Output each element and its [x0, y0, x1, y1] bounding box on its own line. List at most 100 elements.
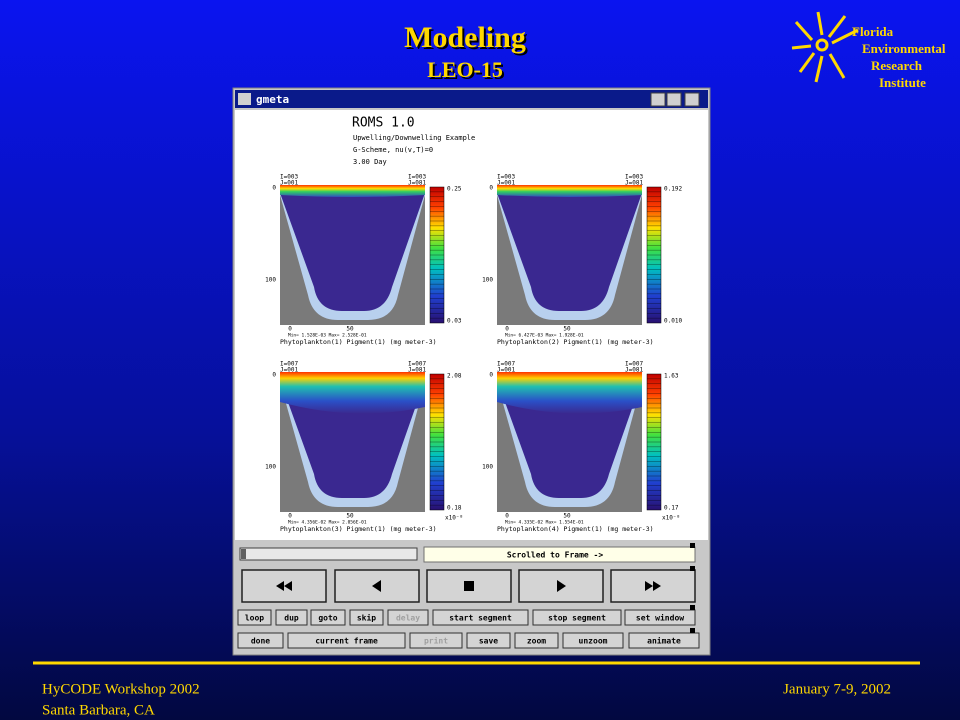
y-tick-label: 0: [272, 185, 276, 192]
plot-header-line: 3.00 Day: [353, 158, 387, 166]
control-button[interactable]: [310, 609, 346, 626]
corner-label: J=081: [625, 180, 643, 187]
control-label: zoom: [527, 637, 546, 646]
corner-label: I=007: [408, 361, 426, 368]
media-icon: [276, 581, 292, 591]
control-button[interactable]: [514, 632, 559, 649]
colorbar-label: 0.192: [664, 186, 682, 193]
corner-label: J=081: [625, 367, 643, 374]
colorbar-label: 0.25: [447, 186, 462, 193]
plot-header-line: G-Scheme, nu(v,T)=0: [353, 146, 433, 154]
footer-left: Santa Barbara, CA: [42, 702, 155, 718]
x-tick-label: 0: [288, 326, 292, 333]
water: [497, 187, 642, 311]
control-label: start segment: [449, 614, 512, 623]
colorbar-label: 0.03: [447, 318, 462, 325]
frame-slider[interactable]: [239, 547, 418, 561]
resize-handle: [690, 543, 695, 548]
window-title: gmeta: [256, 93, 289, 106]
x-tick-label: 50: [563, 326, 571, 333]
y-tick-label: 0: [489, 185, 493, 192]
control-button[interactable]: [387, 609, 429, 626]
corner-label: I=007: [497, 361, 515, 368]
colorbar-unit: x10⁻⁸: [662, 515, 680, 522]
media-icon: [372, 580, 381, 592]
colorbar-label: 2.08: [447, 373, 462, 380]
colorbar-label: 0.17: [664, 505, 679, 512]
logo-sun: [791, 11, 859, 83]
x-tick-label: 0: [288, 513, 292, 520]
control-button[interactable]: [349, 609, 384, 626]
plot-header-line: Upwelling/Downwelling Example: [353, 134, 475, 142]
control-button[interactable]: [237, 632, 284, 649]
control-label: save: [479, 637, 498, 646]
logo-text: Research: [871, 58, 923, 73]
colorbar-label: 0.18: [447, 505, 462, 512]
window-titlebar: [235, 90, 708, 108]
water: [280, 187, 425, 311]
media-icon: [645, 581, 661, 591]
control-button[interactable]: [562, 632, 624, 649]
surface-band: [497, 185, 642, 197]
control-button[interactable]: [532, 609, 622, 626]
control-label: done: [251, 637, 270, 646]
y-tick-label: 100: [482, 464, 493, 471]
x-tick-label: 0: [505, 513, 509, 520]
control-button[interactable]: [432, 609, 529, 626]
status-box: [423, 546, 696, 563]
status-text: Scrolled to Frame ->: [507, 551, 604, 560]
control-button[interactable]: [409, 632, 463, 649]
x-tick-label: 50: [346, 513, 354, 520]
control-label: animate: [647, 636, 681, 646]
control-button[interactable]: [275, 609, 308, 626]
x-tick-label: 50: [346, 326, 354, 333]
resize-handle: [690, 605, 695, 610]
min-max-text: Min= 6.427E-03 Max= 1.928E-01: [505, 333, 584, 339]
corner-label: I=007: [280, 361, 298, 368]
logo-text: Florida: [852, 24, 894, 39]
colorbar-label: 0.010: [664, 318, 682, 325]
media-button[interactable]: [426, 569, 512, 603]
corner-label: I=007: [625, 361, 643, 368]
logo-text: Environmental: [862, 41, 946, 56]
close-button[interactable]: [684, 92, 700, 107]
control-button[interactable]: [624, 609, 696, 626]
corner-label: J=081: [408, 367, 426, 374]
footer-right: January 7-9, 2002: [783, 681, 891, 697]
panel-caption: Phytoplankton(2) Pigment(1) (mg meter-3): [497, 338, 654, 346]
corner-label: J=081: [408, 180, 426, 187]
control-button[interactable]: [466, 632, 511, 649]
slider-thumb: [241, 549, 246, 559]
y-tick-label: 100: [482, 277, 493, 284]
surface-band: [497, 372, 642, 414]
footer-left: HyCODE Workshop 2002: [42, 681, 200, 697]
x-tick-label: 50: [563, 513, 571, 520]
panel-caption: Phytoplankton(4) Pigment(1) (mg meter-3): [497, 525, 654, 533]
control-label: set window: [636, 613, 684, 623]
surface-band: [280, 185, 425, 197]
corner-label: I=003: [280, 174, 298, 181]
y-tick-label: 100: [265, 277, 276, 284]
control-button[interactable]: [237, 609, 272, 626]
window-icon: [238, 93, 251, 105]
y-tick-label: 100: [265, 464, 276, 471]
panel-caption: Phytoplankton(1) Pigment(1) (mg meter-3): [280, 338, 437, 346]
corner-label: J=001: [497, 367, 515, 374]
control-label: current frame: [315, 637, 378, 646]
media-icon: [557, 580, 566, 592]
logo-text: Institute: [879, 75, 926, 90]
panel-caption: Phytoplankton(3) Pigment(1) (mg meter-3): [280, 525, 437, 533]
min-max-text: Min= 4.335E-02 Max= 1.554E-01: [505, 520, 584, 526]
media-icon: [464, 581, 474, 591]
corner-label: I=003: [408, 174, 426, 181]
slide-title-shadow: Modeling: [406, 23, 528, 56]
minimize-button[interactable]: [650, 92, 666, 107]
control-button[interactable]: [628, 632, 700, 649]
control-button[interactable]: [287, 632, 406, 649]
colorbar-unit: x10⁻⁸: [445, 515, 463, 522]
maximize-button[interactable]: [666, 92, 682, 107]
